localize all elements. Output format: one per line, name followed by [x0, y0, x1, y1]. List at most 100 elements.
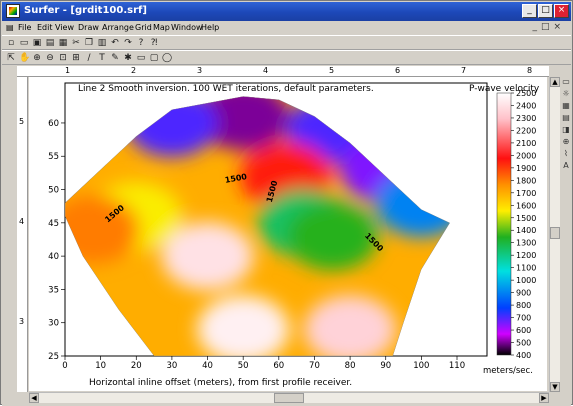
x-tick-label: 10 [95, 361, 106, 371]
horizontal-scroll-thumb[interactable] [274, 393, 304, 403]
polyline-icon[interactable]: ∕ [87, 53, 91, 63]
side-tool-icon[interactable]: A [563, 161, 569, 170]
save-icon[interactable]: ▣ [32, 38, 42, 48]
title-bar[interactable]: Surfer - [grdit100.srf] _ □ × [2, 2, 571, 21]
y-tick-label: 40 [48, 252, 59, 262]
x-tick-label: 60 [273, 361, 284, 371]
surfer-app-icon[interactable] [6, 4, 20, 18]
menu-help[interactable]: Help [201, 23, 220, 32]
y-tick-label: 45 [48, 219, 59, 229]
y-tick-label: 30 [48, 319, 59, 329]
vertical-scrollbar[interactable]: ▲ ▼ [549, 77, 560, 392]
undo-icon[interactable]: ↶ [111, 38, 119, 48]
zoom-rect-icon[interactable]: ⊡ [59, 53, 67, 63]
velocity-anomaly [65, 195, 140, 264]
horizontal-ruler: 1 2 3 4 5 6 7 8 [17, 66, 549, 77]
menu-window[interactable]: Window [171, 23, 203, 32]
drawing-toolbar: ⇱ ✋ ⊕ ⊖ ⊡ ⊞ ∕ T ✎ ✱ ▭ ▢ ◯ [2, 50, 571, 65]
velocity-anomaly [197, 295, 290, 356]
menu-edit[interactable]: Edit [37, 23, 53, 32]
ruler-label: 5 [329, 66, 335, 75]
open-icon[interactable]: ▭ [19, 38, 29, 48]
select-icon[interactable]: ⇱ [7, 53, 15, 63]
colorbar-tick-label: 1400 [516, 226, 536, 235]
velocity-anomaly [161, 222, 254, 291]
y-axis: 25 30 35 40 45 50 55 60 [48, 119, 65, 362]
minimize-button[interactable]: _ [522, 4, 537, 18]
y-tick-label: 35 [48, 285, 59, 295]
side-tool-icon[interactable]: ▭ [562, 77, 570, 86]
plot-document-canvas[interactable]: 0 10 20 30 40 50 60 70 80 90 100 110 25 30 35 40 45 50 55… [29, 77, 547, 391]
zoom-in-icon[interactable]: ⊕ [33, 53, 41, 63]
side-tool-icon[interactable]: ◨ [562, 125, 570, 134]
colorbar-unit: meters/sec. [483, 366, 533, 376]
colorbar-tick-label: 1900 [516, 164, 536, 173]
rectangle-icon[interactable]: ▭ [136, 53, 146, 63]
x-tick-label: 20 [131, 361, 142, 371]
scroll-left-button[interactable]: ◀ [29, 393, 39, 403]
ruler-label: 5 [19, 117, 25, 126]
doc-menu-icon[interactable]: ▤ [6, 23, 14, 32]
ruler-label: 6 [395, 66, 401, 75]
colorbar-tick-label: 1300 [516, 239, 536, 248]
colorbar-tick-label: 700 [516, 314, 531, 323]
x-tick-label: 110 [449, 361, 465, 371]
vertical-scroll-thumb[interactable] [550, 227, 560, 239]
side-toolbar: ▭ ☼ ▦ ▤ ◨ ⊕ ⌇ A [560, 77, 573, 197]
zoom-out-icon[interactable]: ⊖ [46, 53, 54, 63]
colorbar-tick-label: 900 [516, 289, 531, 298]
menu-draw[interactable]: Draw [78, 23, 99, 32]
side-tool-icon[interactable]: ▦ [562, 101, 570, 110]
help-icon[interactable]: ? [138, 38, 144, 48]
print-preview-icon[interactable]: ▦ [58, 38, 68, 48]
symbol-icon[interactable]: ✱ [124, 53, 132, 63]
maximize-button[interactable]: □ [538, 4, 553, 18]
colorbar-tick-label: 1100 [516, 264, 536, 273]
side-tool-icon[interactable]: ☼ [562, 89, 570, 98]
menu-grid[interactable]: Grid [135, 23, 152, 32]
menu-file[interactable]: File [18, 23, 32, 32]
cut-icon[interactable]: ✂ [72, 38, 80, 48]
new-icon[interactable]: ▫ [7, 38, 15, 48]
x-axis-label: Horizontal inline offset (meters), from … [89, 378, 352, 388]
close-button[interactable]: × [554, 4, 569, 18]
x-tick-label: 30 [166, 361, 177, 371]
scroll-down-button[interactable]: ▼ [550, 382, 560, 392]
menu-view[interactable]: View [55, 23, 74, 32]
side-tool-icon[interactable]: ⊕ [562, 137, 570, 146]
ruler-label: 1 [65, 66, 71, 75]
document-window-controls[interactable]: _□× [532, 22, 565, 32]
x-tick-label: 90 [380, 361, 391, 371]
colorbar-tick-label: 1000 [516, 276, 536, 285]
text-icon[interactable]: T [99, 53, 105, 63]
context-help-icon[interactable]: ⁈ [150, 38, 158, 48]
y-tick-label: 60 [48, 119, 59, 129]
menu-map[interactable]: Map [153, 23, 170, 32]
copy-icon[interactable]: ❐ [84, 38, 94, 48]
colorbar-tick-label: 1600 [516, 201, 536, 210]
print-icon[interactable]: ▤ [45, 38, 55, 48]
side-tool-icon[interactable]: ⌇ [564, 149, 568, 158]
window-title: Surfer - [grdit100.srf] [24, 5, 147, 16]
velocity-section-plot: 0 10 20 30 40 50 60 70 80 90 100 110 25 30 35 40 45 50 55… [48, 82, 540, 388]
redo-icon[interactable]: ↷ [124, 38, 132, 48]
colorbar-tick-label: 400 [516, 351, 531, 360]
scroll-up-button[interactable]: ▲ [550, 77, 560, 87]
paste-icon[interactable]: ▥ [97, 38, 107, 48]
horizontal-scrollbar[interactable]: ◀ ▶ [29, 392, 549, 403]
pen-icon[interactable]: ✎ [111, 53, 119, 63]
rounded-rect-icon[interactable]: ▢ [149, 53, 159, 63]
colorbar-ticks: 2500 2400 2300 2200 2100 2000 1900 1800 1700 1600… [511, 89, 536, 360]
vertical-ruler: 5 4 3 [17, 77, 28, 392]
ruler-label: 4 [19, 217, 25, 226]
pan-icon[interactable]: ✋ [19, 53, 31, 63]
velocity-anomaly [286, 202, 379, 271]
menu-arrange[interactable]: Arrange [102, 23, 134, 32]
scroll-right-button[interactable]: ▶ [539, 393, 549, 403]
colorbar-tick-label: 2500 [516, 89, 536, 98]
zoom-page-icon[interactable]: ⊞ [72, 53, 80, 63]
menu-bar: ▤ File Edit View Draw Arrange Grid Map W… [2, 21, 571, 35]
ellipse-icon[interactable]: ◯ [162, 53, 173, 63]
velocity-anomaly [304, 295, 397, 356]
side-tool-icon[interactable]: ▤ [562, 113, 570, 122]
